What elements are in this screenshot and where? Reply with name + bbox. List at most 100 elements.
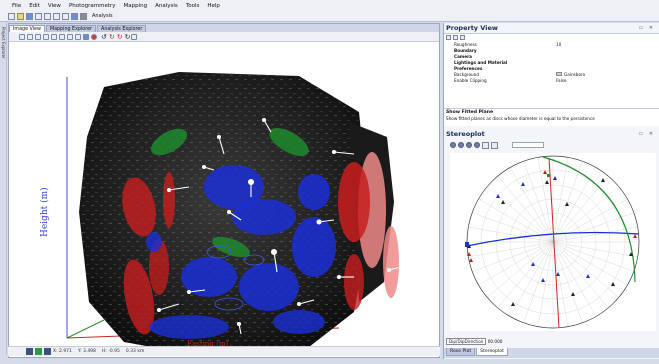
status-distance: 0.33 km [125, 349, 145, 354]
blue-plane [149, 315, 229, 339]
sort-alpha-icon[interactable] [453, 35, 458, 40]
area-icon[interactable] [75, 33, 81, 40]
property-row[interactable]: Background Gainsboro [454, 72, 586, 77]
text-icon[interactable] [51, 33, 57, 40]
layer-icon[interactable] [26, 348, 33, 355]
menu-view[interactable]: View [47, 2, 61, 9]
export-icon[interactable] [491, 141, 498, 149]
copy-icon[interactable] [53, 12, 60, 20]
property-row[interactable]: Lightings and Material [454, 60, 508, 65]
new-icon[interactable] [8, 12, 15, 20]
red-plane [122, 177, 156, 237]
blue-circle-marker [465, 242, 469, 247]
property-toolbar [446, 35, 658, 41]
property-view-window-buttons[interactable]: ▭ ✕ [638, 25, 655, 31]
color-swatch [556, 72, 562, 76]
property-row[interactable]: Enable Clipping False [454, 78, 567, 83]
color-icon[interactable] [83, 33, 89, 40]
tab-mapping-explorer[interactable]: Mapping Explorer [45, 25, 97, 32]
stereoplot-window-buttons[interactable]: ▭ ✕ [638, 131, 655, 137]
project-explorer-label: Project Explorer [1, 27, 6, 59]
menu-tools[interactable]: Tools [185, 2, 200, 9]
grid-icon[interactable] [59, 33, 65, 40]
status-bar: X: 2.971 Y: 3.498 H: -0.95 0.33 km [8, 346, 440, 356]
project-explorer-strip[interactable]: Project Explorer [0, 22, 7, 355]
3d-viewport[interactable]: Height (m) Easting (m) [9, 42, 439, 354]
menu-photogrammetry[interactable]: Photogrammetry [68, 2, 116, 9]
sort-category-icon[interactable] [446, 35, 451, 40]
zoom-in-icon[interactable] [19, 33, 25, 40]
menu-bar: File Edit View Photogrammetry Mapping An… [0, 0, 659, 11]
help-text: Show fitted planes as discs whose diamet… [446, 116, 595, 121]
save-icon[interactable] [26, 12, 33, 20]
cut-icon[interactable] [44, 12, 51, 20]
tab-analysis-explorer[interactable]: Analysis Explorer [97, 25, 147, 32]
tab-stereoplot[interactable]: Stereoplot [476, 348, 508, 356]
menu-file[interactable]: File [12, 2, 22, 9]
rotate-y-icon[interactable]: ↻ [116, 32, 123, 41]
blue-plane [298, 174, 330, 210]
poles [467, 170, 637, 306]
rotate-x-icon[interactable]: ↻ [108, 32, 115, 41]
camera-icon[interactable] [71, 12, 78, 20]
3d-model-svg: Height (m) Easting (m) [39, 72, 402, 352]
density-icon[interactable] [474, 142, 480, 148]
paste-icon[interactable] [62, 12, 69, 20]
red-great-circle [548, 157, 560, 329]
tab-rose-plot[interactable]: Rose Plot [446, 348, 476, 356]
select-icon[interactable] [43, 33, 49, 40]
rotate-left-icon[interactable]: ↺ [101, 32, 107, 41]
sphere-icon[interactable] [91, 33, 97, 40]
pink-plane [383, 226, 399, 298]
blue-plane [292, 217, 336, 277]
contour-icon[interactable] [466, 142, 472, 148]
dip-mode-select[interactable]: Dip/DipDirection [446, 338, 487, 345]
measure-icon[interactable] [67, 33, 73, 40]
right-panel: Property View ▭ ✕ Roughness 10 Boundary C… [443, 23, 659, 359]
view-toolbar: ↺ ↻ ↻ ↻ [9, 32, 439, 42]
dip-dip-direction-control: Dip/DipDirection 00.000 [446, 338, 502, 345]
rotate-z-icon[interactable]: ↻ [124, 32, 131, 41]
analysis-mode-icon[interactable] [80, 12, 87, 20]
menu-analysis[interactable]: Analysis [155, 2, 178, 9]
green-plane [150, 128, 188, 156]
stereonet[interactable] [450, 153, 656, 331]
grid-toggle-icon[interactable] [35, 348, 42, 355]
camera-view-icon[interactable] [44, 348, 51, 355]
menu-help[interactable]: Help [207, 2, 220, 9]
blue-plane [204, 165, 264, 209]
menu-edit[interactable]: Edit [29, 2, 40, 9]
poles-icon[interactable] [450, 142, 456, 148]
tab-image-view[interactable]: Image View [9, 25, 45, 32]
property-row[interactable]: Camera [454, 54, 472, 59]
dip-value[interactable]: 00.000 [487, 339, 503, 344]
planes-icon[interactable] [458, 142, 464, 148]
open-folder-icon[interactable] [17, 12, 24, 20]
main-toolbar: Analysis [0, 11, 659, 22]
projection-dropdown[interactable] [512, 142, 544, 148]
analysis-dropdown[interactable]: Analysis [92, 13, 113, 19]
zoom-out-icon[interactable] [27, 33, 33, 40]
reset-view-icon[interactable] [130, 33, 137, 40]
property-row[interactable]: Roughness 10 [454, 42, 562, 47]
plane-normal-arrows [156, 117, 402, 335]
red-plane [123, 259, 155, 335]
image-view-panel: Image View Mapping Explorer Analysis Exp… [8, 23, 440, 358]
property-view-title: Property View [446, 24, 498, 32]
menu-mapping[interactable]: Mapping [123, 2, 148, 9]
red-plane [344, 254, 364, 310]
property-pages-icon[interactable] [460, 35, 465, 40]
grid-icon[interactable] [482, 141, 489, 149]
green-circle-marker [547, 174, 550, 177]
property-row[interactable]: Preferences [454, 66, 483, 71]
view-tab-bar: Image View Mapping Explorer Analysis Exp… [9, 24, 439, 32]
red-plane [163, 172, 175, 228]
save-all-icon[interactable] [35, 12, 42, 20]
z-axis-line [66, 319, 105, 339]
property-row[interactable]: Boundary [454, 48, 477, 53]
blue-plane [146, 232, 162, 252]
green-great-circle [542, 156, 636, 283]
green-plane [269, 128, 309, 156]
pan-icon[interactable] [35, 33, 41, 40]
